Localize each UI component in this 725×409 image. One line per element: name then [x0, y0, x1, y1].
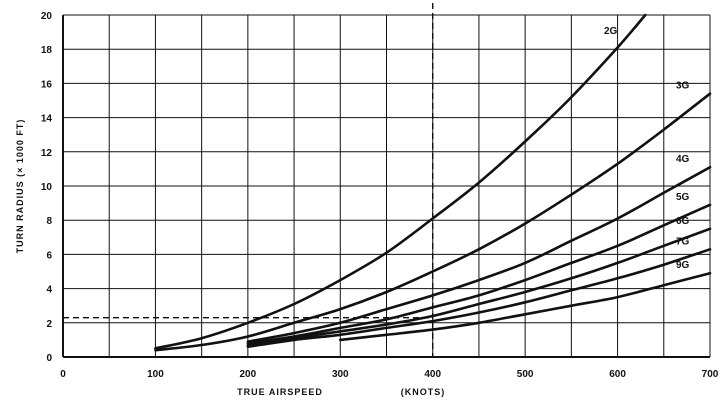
series-lines — [154, 13, 712, 352]
series-label-7g: 7G — [676, 236, 690, 247]
x-tick-label: 100 — [147, 369, 164, 380]
series-label-4g: 4G — [676, 154, 690, 165]
series-line-5g — [246, 203, 712, 345]
series-line-2g — [154, 13, 647, 350]
reference-lines — [63, 3, 434, 357]
series-line-6g — [246, 227, 712, 347]
x-tick-label: 300 — [332, 369, 349, 380]
series-label-2g: 2G — [604, 26, 618, 37]
y-tick-label: 6 — [46, 250, 52, 261]
x-axis-ticks: 0 100 200 300 400 500 600 700 — [60, 369, 719, 380]
x-tick-label: 200 — [240, 369, 257, 380]
series-label-3g: 3G — [676, 81, 690, 92]
series-line-3g — [154, 92, 712, 352]
y-tick-label: 12 — [41, 148, 53, 159]
y-tick-label: 16 — [41, 79, 53, 90]
y-tick-label: 8 — [46, 216, 52, 227]
y-tick-label: 4 — [46, 285, 52, 296]
y-tick-label: 2 — [46, 319, 52, 330]
series-line-9g — [339, 271, 712, 342]
series-line-7g — [246, 248, 712, 348]
x-tick-label: 400 — [424, 369, 441, 380]
series-label-6g: 6G — [676, 216, 690, 227]
x-tick-label: 700 — [702, 369, 719, 380]
y-tick-label: 14 — [41, 114, 53, 125]
grid — [62, 14, 711, 358]
series-label-5g: 5G — [676, 192, 690, 203]
y-tick-label: 0 — [46, 353, 52, 364]
x-axis-units: (KNOTS) — [401, 387, 446, 397]
y-tick-label: 20 — [41, 11, 53, 22]
y-tick-label: 10 — [41, 182, 53, 193]
y-axis-ticks: 0 2 4 6 8 10 12 14 16 18 20 — [41, 11, 53, 364]
y-tick-label: 18 — [41, 45, 53, 56]
series-line-4g — [246, 165, 712, 343]
y-axis-label: TURN RADIUS (× 1000 FT) — [15, 119, 25, 254]
x-tick-label: 500 — [517, 369, 534, 380]
series-label-9g: 9G — [676, 260, 690, 271]
x-tick-label: 0 — [60, 369, 66, 380]
x-tick-label: 600 — [609, 369, 626, 380]
x-axis-label: TRUE AIRSPEED — [237, 387, 323, 397]
series-labels: 2G 3G 4G 5G 6G 7G 9G — [604, 26, 690, 271]
